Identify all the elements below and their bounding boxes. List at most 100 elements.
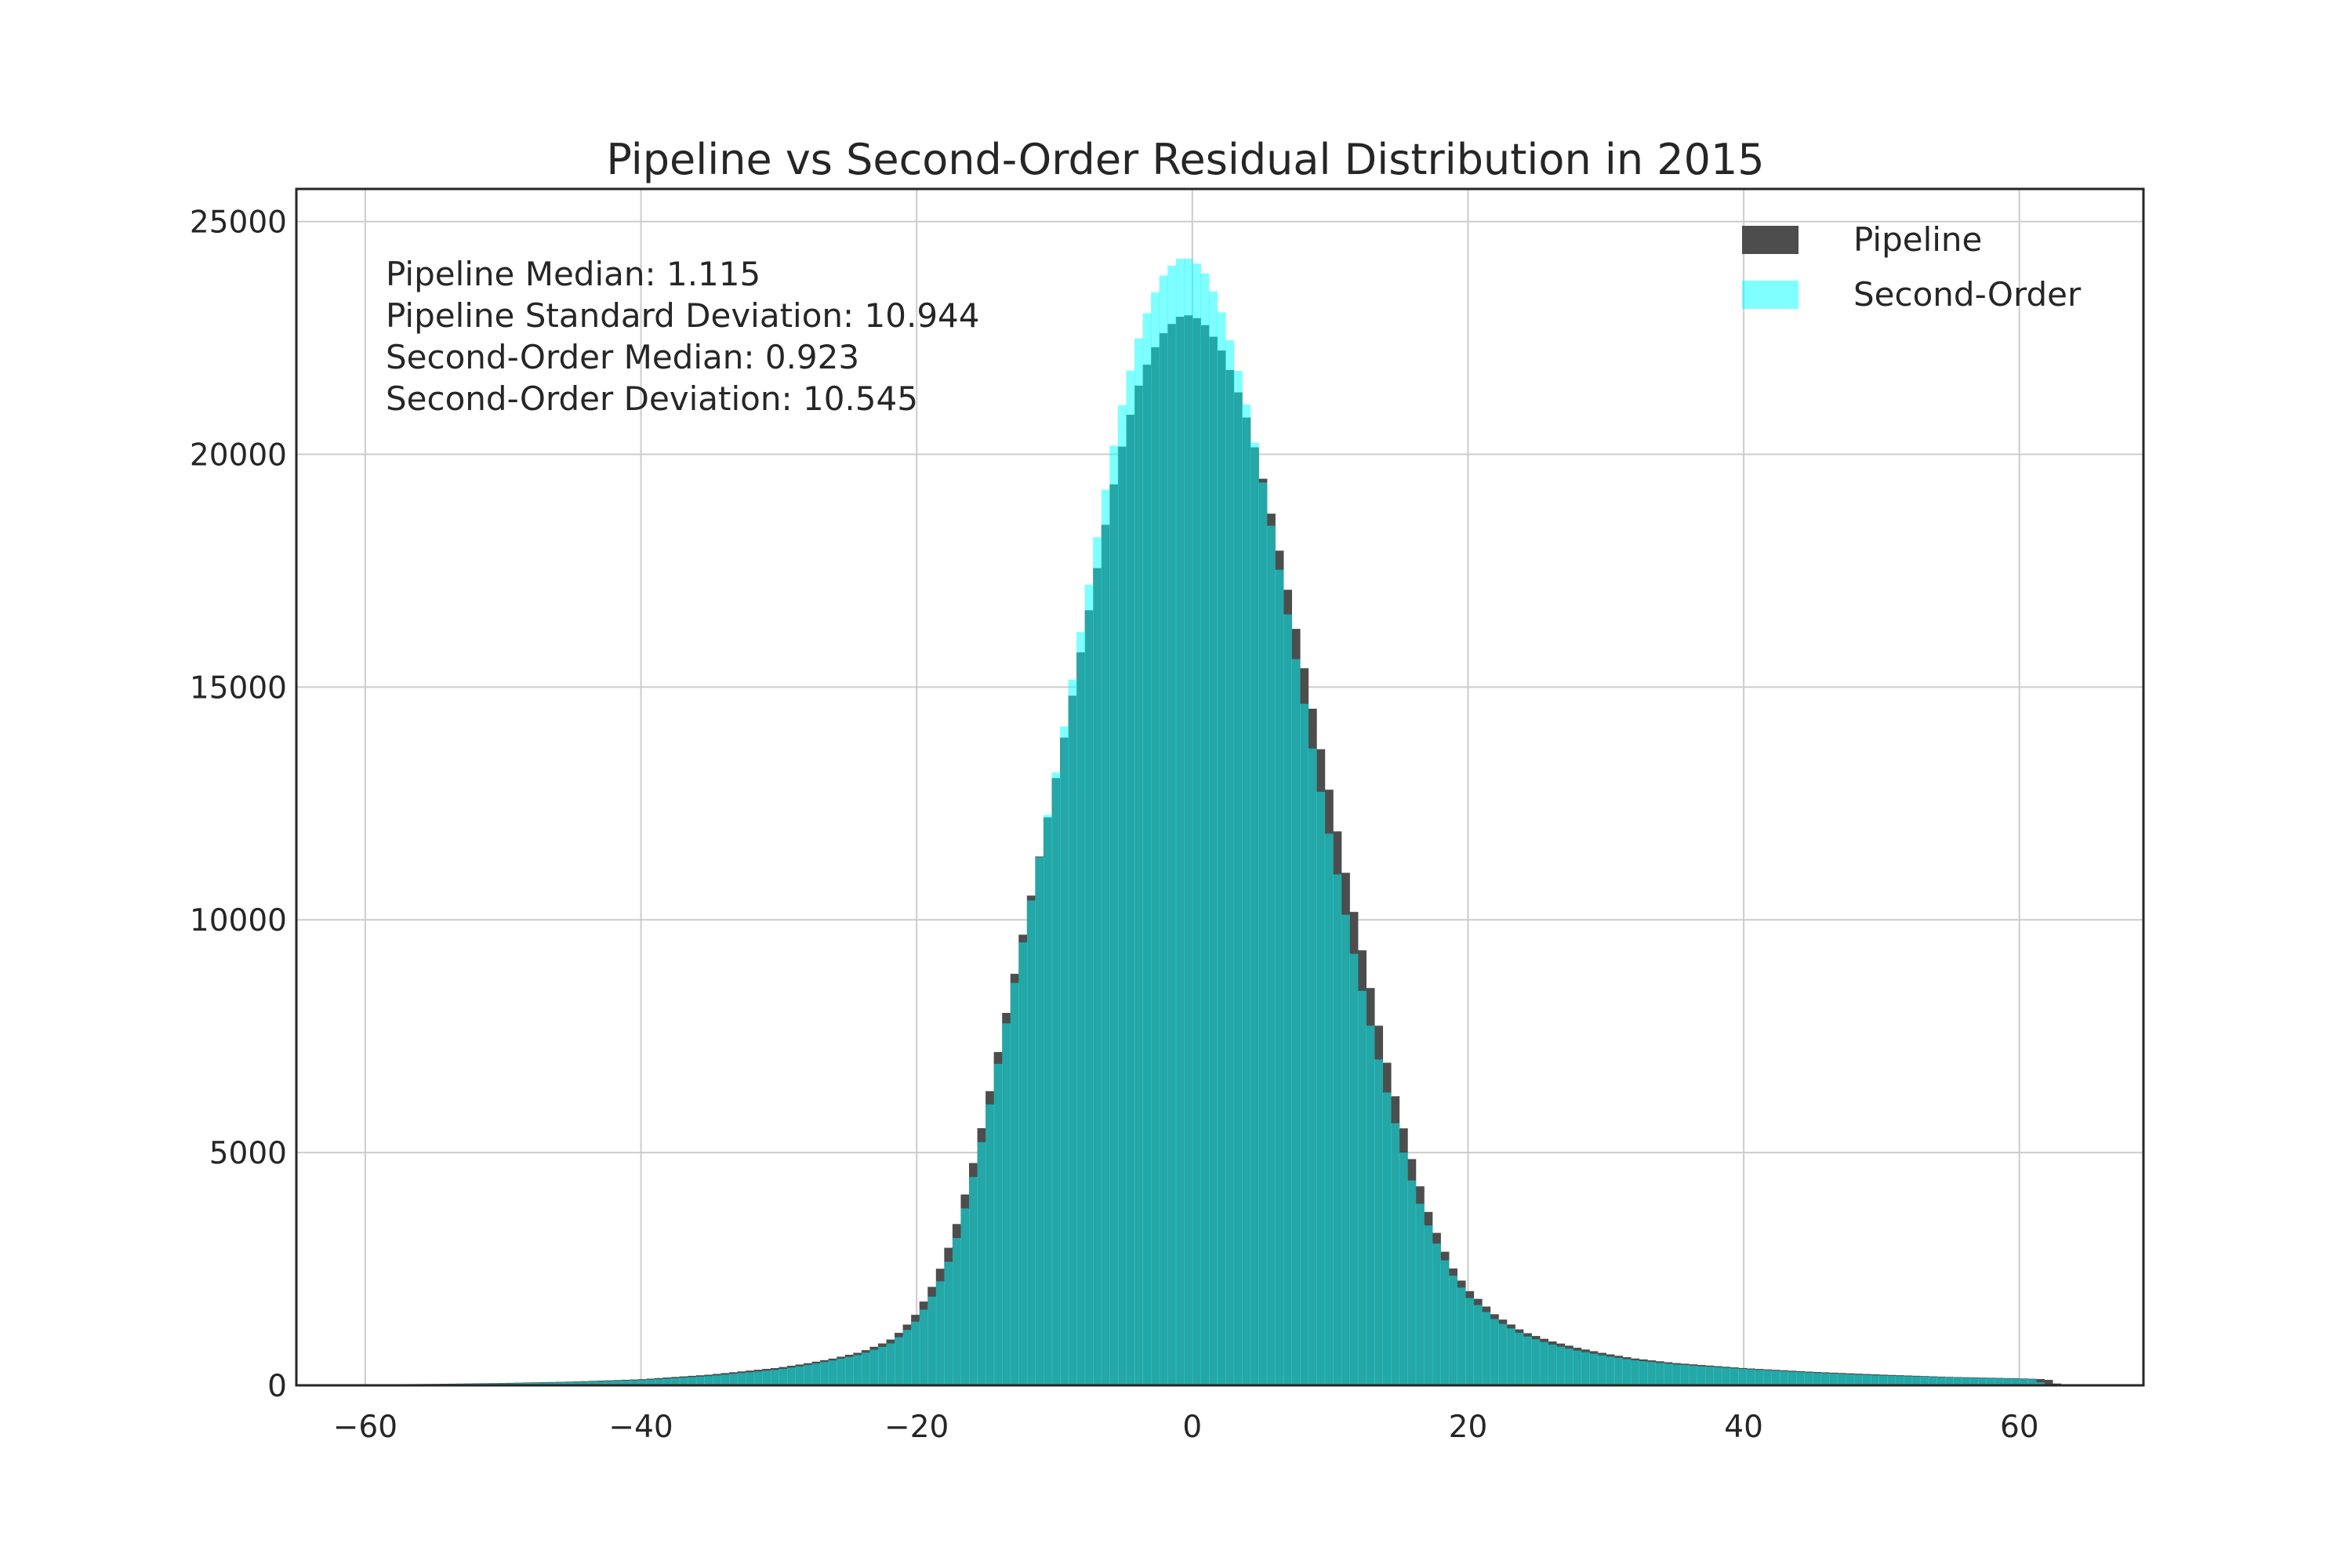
histogram-bar	[1432, 1243, 1441, 1385]
histogram-bar	[993, 1063, 1003, 1385]
histogram-bar	[1068, 679, 1077, 1385]
histogram-bar	[911, 1321, 920, 1385]
histogram-bar	[1597, 1355, 1606, 1385]
histogram-bar	[1142, 313, 1152, 1386]
histogram-bar	[1208, 291, 1218, 1385]
histogram-bar	[1258, 482, 1268, 1385]
histogram-bar	[1771, 1370, 1780, 1385]
histogram-bar	[1671, 1364, 1681, 1385]
histogram-bar	[1399, 1152, 1408, 1385]
histogram-bar	[613, 1381, 622, 1385]
legend: Pipeline Second-Order	[1742, 220, 2082, 314]
histogram-bar	[919, 1309, 928, 1385]
histogram-bar	[927, 1296, 937, 1385]
histogram-bar	[1746, 1369, 1755, 1385]
histogram-bar	[1192, 263, 1201, 1385]
histogram-bar	[1316, 791, 1326, 1385]
histogram-bar	[1407, 1180, 1417, 1385]
histogram-bar	[1548, 1345, 1557, 1385]
x-tick-label: 20	[1449, 1410, 1488, 1445]
histogram-bar	[546, 1382, 557, 1385]
y-axis-ticks: 0 5000 10000 15000 20000 25000	[190, 205, 287, 1404]
histogram-bar	[555, 1382, 564, 1385]
histogram-bar	[960, 1208, 970, 1385]
histogram-bar	[1291, 659, 1301, 1385]
legend-label-second-order: Second-Order	[1853, 275, 2082, 314]
histogram-bar	[1266, 525, 1276, 1385]
histogram-bar	[1324, 833, 1334, 1385]
histogram-bar	[1961, 1377, 1971, 1385]
annotation-second-order-std: Second-Order Deviation: 10.545	[386, 379, 918, 418]
histogram-bar	[1349, 953, 1359, 1385]
histogram-bar	[580, 1381, 590, 1385]
annotation-pipeline-std: Pipeline Standard Deviation: 10.944	[386, 296, 980, 335]
histogram-bar	[844, 1356, 854, 1385]
histogram-bar	[1944, 1377, 1954, 1385]
histogram-bar	[935, 1281, 945, 1385]
histogram-bar	[539, 1382, 548, 1385]
histogram-bar	[1415, 1203, 1425, 1385]
histogram-bar	[1853, 1374, 1863, 1385]
y-tick-label: 0	[267, 1369, 287, 1404]
x-axis-ticks: −60 −40 −20 0 20 40 60	[333, 1410, 2039, 1445]
histogram-bar	[1986, 1377, 1995, 1385]
histogram-bar	[688, 1377, 697, 1385]
histogram-bar	[1688, 1365, 1697, 1385]
histogram-bar	[704, 1376, 713, 1385]
histogram-bar	[530, 1382, 540, 1385]
histogram-bar	[1391, 1123, 1400, 1385]
legend-swatch-second-order	[1742, 281, 1798, 309]
histogram-bar	[1060, 726, 1069, 1385]
histogram-bar	[588, 1381, 597, 1385]
histogram-bar	[1647, 1362, 1657, 1385]
histogram-bar	[621, 1380, 631, 1385]
histogram-bar	[1978, 1377, 1987, 1385]
histogram-bar	[1225, 339, 1235, 1385]
histogram-bar	[720, 1374, 730, 1385]
histogram-bar	[604, 1381, 614, 1385]
histogram-bar	[853, 1355, 862, 1385]
histogram-bar	[1928, 1377, 1937, 1385]
histogram-bar	[1333, 874, 1342, 1385]
histogram-bar	[828, 1360, 837, 1385]
histogram-bar	[1308, 748, 1317, 1385]
x-tick-label: −40	[608, 1410, 673, 1445]
histogram-bar	[1895, 1376, 1904, 1385]
series-second-order	[365, 259, 2045, 1386]
histogram-bar	[2035, 1378, 2045, 1385]
histogram-bar	[1564, 1348, 1573, 1385]
annotation-pipeline-median: Pipeline Median: 1.115	[386, 255, 760, 293]
histogram-bar	[1374, 1059, 1384, 1385]
histogram-bar	[753, 1371, 763, 1385]
histogram-bar	[1713, 1367, 1722, 1385]
histogram-bar	[1994, 1378, 2004, 1385]
histogram-bar	[1779, 1370, 1788, 1385]
histogram-bar	[2035, 1382, 2045, 1385]
histogram-bar	[712, 1375, 722, 1385]
histogram-bar	[695, 1376, 706, 1385]
histogram-bar	[1341, 914, 1350, 1385]
histogram-bar	[1490, 1319, 1499, 1385]
histogram-bar	[1795, 1372, 1806, 1385]
legend-swatch-pipeline	[1742, 226, 1798, 254]
histogram-bar	[1911, 1376, 1921, 1385]
histogram-bar	[662, 1378, 672, 1385]
histogram-bar	[1630, 1360, 1640, 1385]
annotation-second-order-median: Second-Order Median: 0.923	[386, 338, 859, 376]
histogram-bar	[770, 1370, 779, 1385]
histogram-bar	[679, 1377, 688, 1385]
histogram-bar	[1217, 312, 1226, 1385]
histogram-bar	[1299, 703, 1309, 1385]
histogram-bar	[1697, 1366, 1706, 1385]
histogram-bar	[1473, 1305, 1483, 1385]
histogram-bar	[597, 1381, 606, 1385]
histogram-bar	[737, 1373, 746, 1385]
histogram-bar	[1184, 259, 1193, 1385]
histogram-bar	[1730, 1368, 1739, 1385]
histogram-bar	[1482, 1312, 1491, 1385]
histogram-bar	[2011, 1378, 2020, 1385]
histogram-bar	[1242, 404, 1251, 1385]
histogram-bar	[1002, 1023, 1011, 1385]
y-tick-label: 5000	[209, 1136, 287, 1171]
